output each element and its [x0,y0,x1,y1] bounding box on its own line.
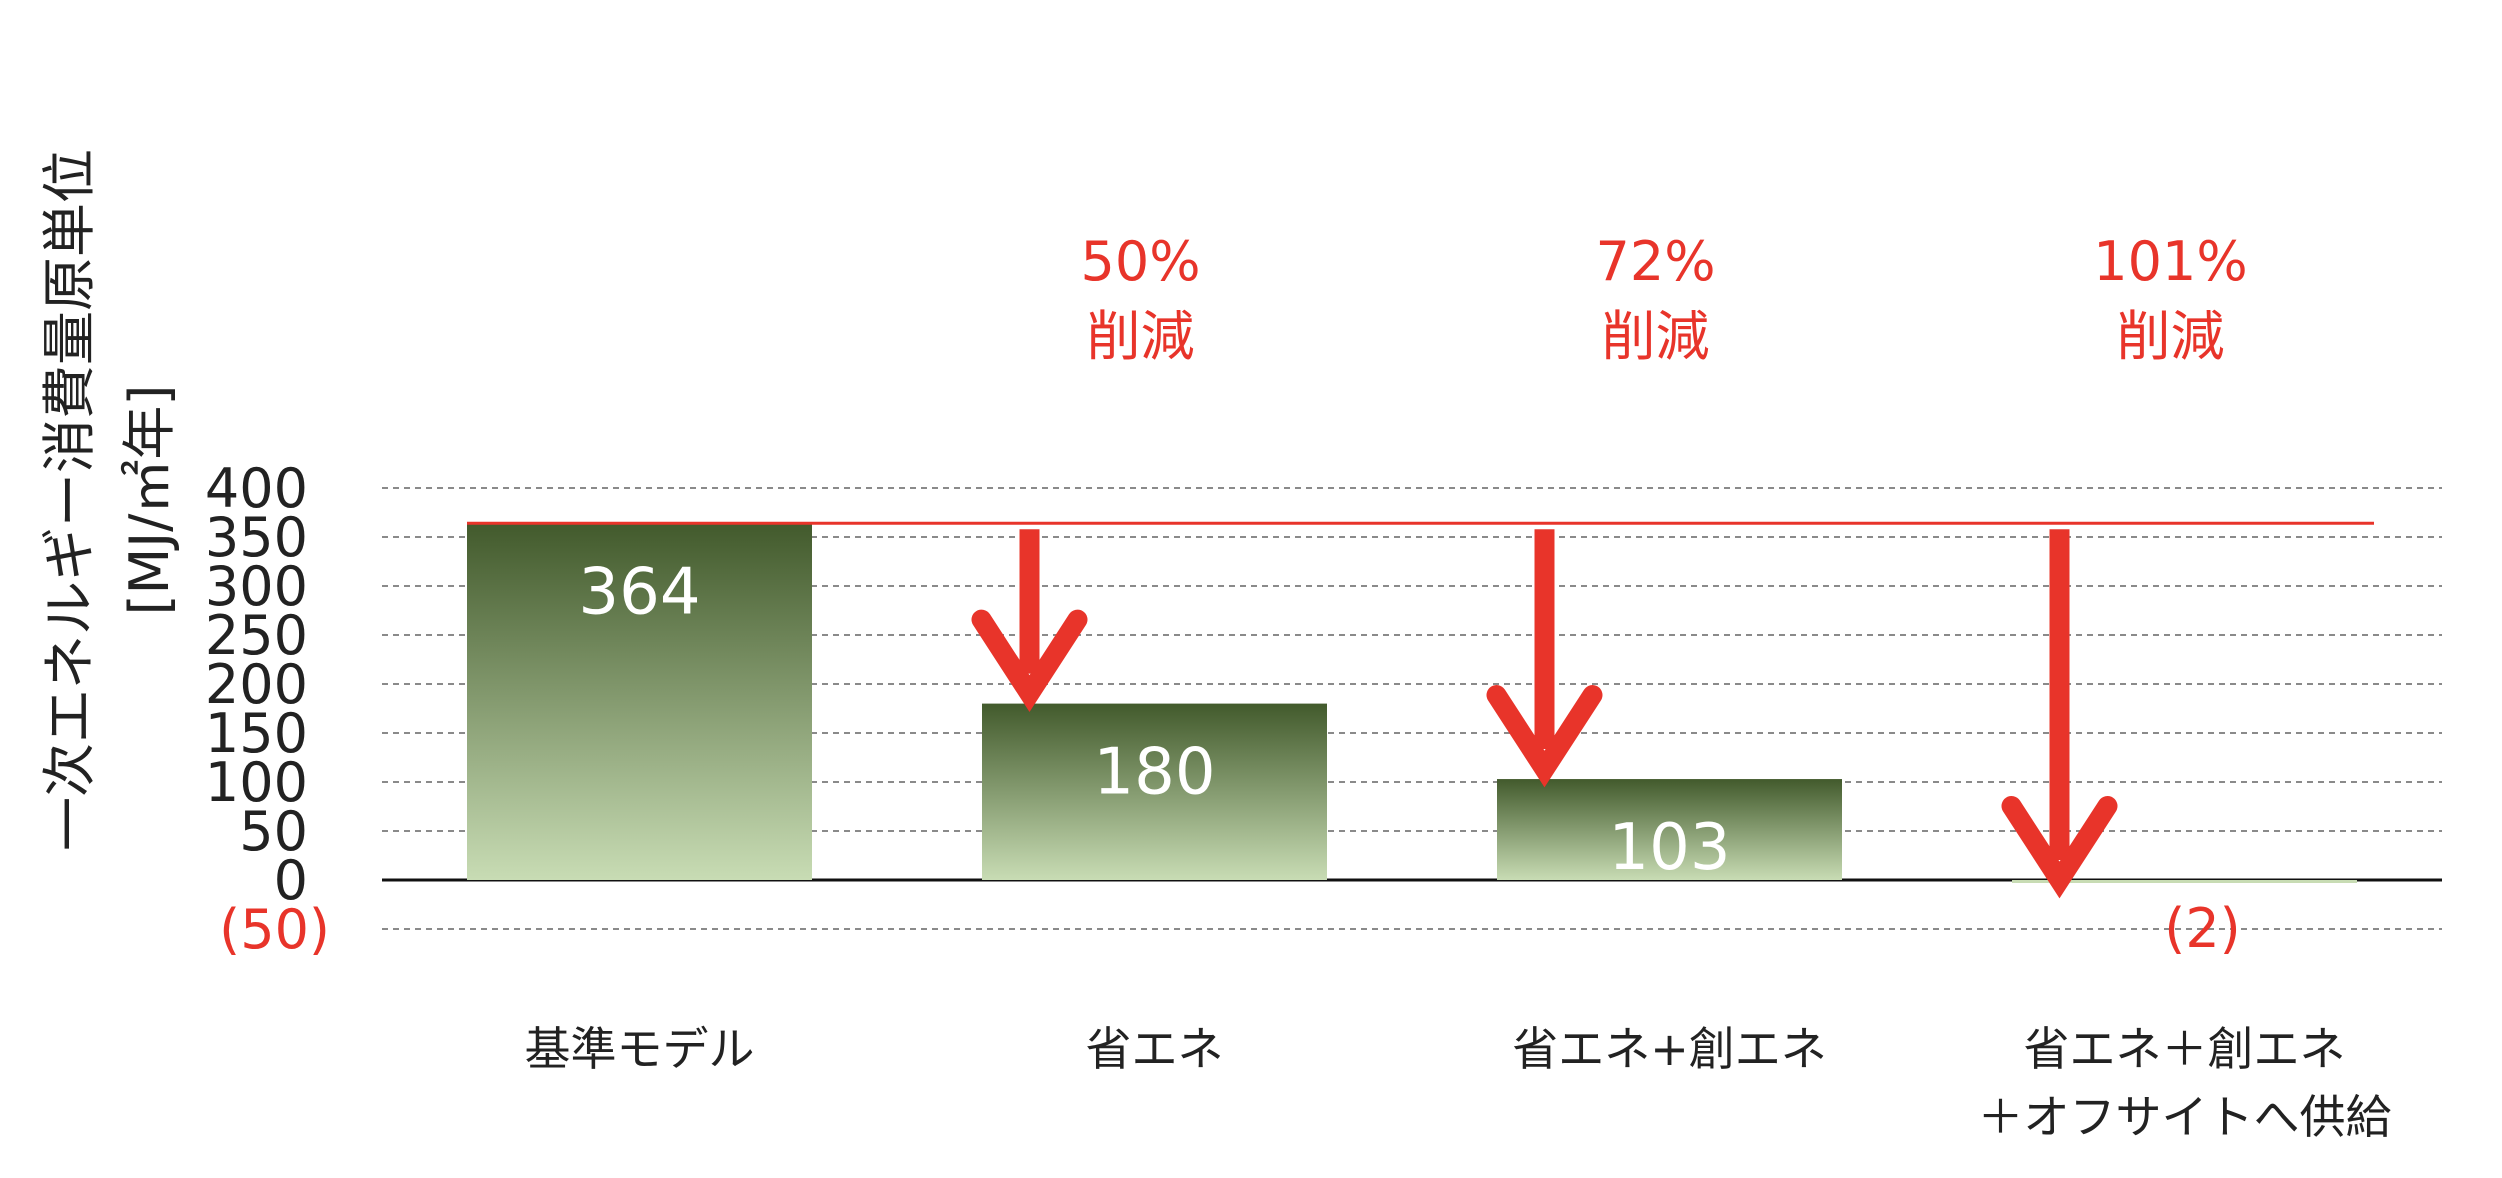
category-label-3-1: ＋オフサイトへ供給 [1978,1090,2392,1144]
y-tick-350: 350 [205,506,308,569]
category-label-0-0: 基準モデル [525,1022,755,1076]
bar-3 [2012,880,2357,883]
y-tick-400: 400 [205,457,308,520]
y-axis-unit: [MJ/㎡年] [118,385,181,616]
y-tick-150: 150 [205,702,308,765]
bar-0 [467,523,812,880]
bar-1 [982,703,1327,880]
bar-value-label-1: 180 [1093,736,1215,810]
y-tick-250: 250 [205,604,308,667]
reduction-text-2: 削減 [1602,305,1710,368]
y-axis-title: 一次エネルギー消費量原単位 [38,149,101,851]
bar-value-label-0: 364 [578,555,700,629]
category-label-1-0: 省エネ [1086,1022,1224,1076]
category-label-2-0: 省エネ+創エネ [1512,1022,1827,1076]
arrow-head-3 [2001,796,2118,899]
y-tick-50: 50 [239,800,308,863]
bar-value-label-3: (2) [2164,897,2241,960]
y-tick-100: 100 [205,751,308,814]
arrow-head-2 [1486,685,1603,788]
y-tick-300: 300 [205,555,308,618]
y-tick-0: 0 [274,849,308,912]
bar-2 [1497,779,1842,880]
reduction-percent-1: 50% [1080,230,1200,293]
reduction-text-3: 削減 [2117,305,2225,368]
y-tick-neg: (50) [219,898,330,961]
reduction-arrows [971,529,2118,899]
bar-value-label-2: 103 [1608,811,1730,885]
bars [467,523,2357,883]
reduction-percent-2: 72% [1595,230,1715,293]
category-label-3-0: 省エネ＋創エネ [2024,1022,2346,1076]
arrow-head-1 [971,609,1088,712]
reduction-percent-3: 101% [2093,230,2247,293]
reduction-text-1: 削減 [1087,305,1195,368]
y-tick-200: 200 [205,653,308,716]
